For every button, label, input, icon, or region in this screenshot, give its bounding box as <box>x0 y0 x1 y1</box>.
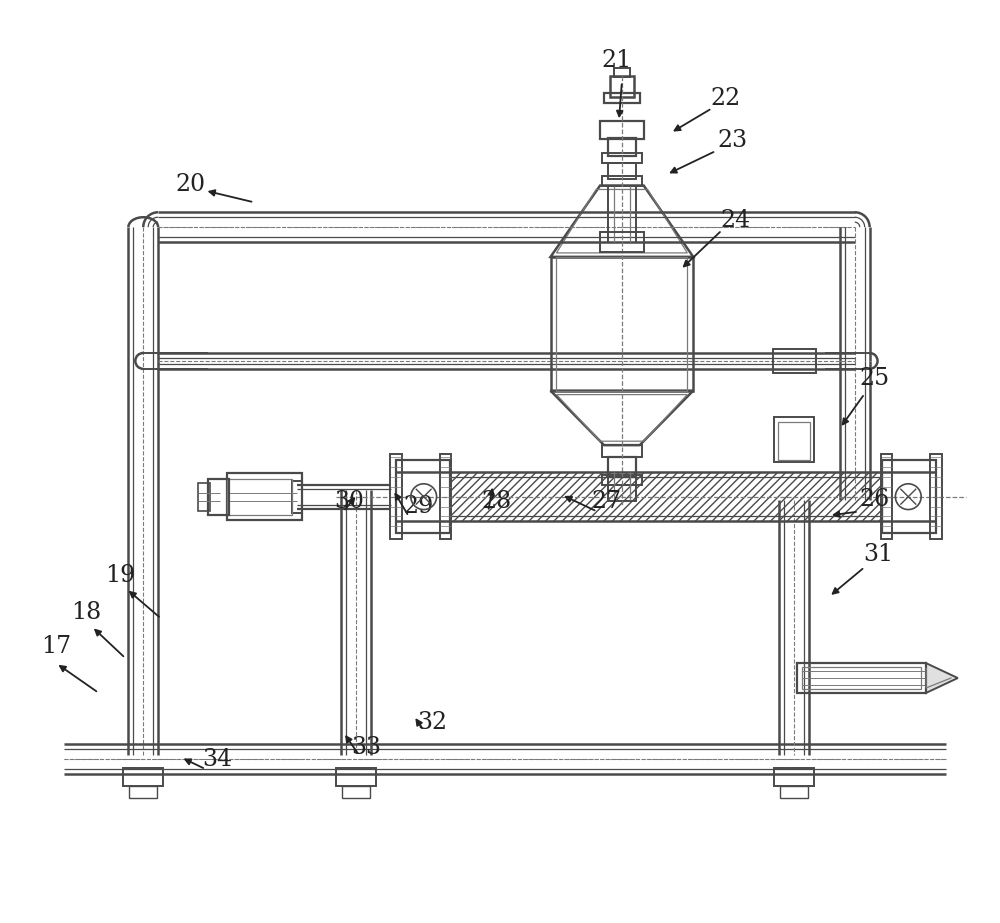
Bar <box>600 232 644 252</box>
Bar <box>608 162 636 178</box>
Bar <box>881 454 892 539</box>
Text: 20: 20 <box>176 173 206 196</box>
Bar <box>227 473 302 521</box>
Bar <box>396 460 450 533</box>
Bar <box>608 138 636 156</box>
Text: 28: 28 <box>482 490 512 513</box>
Bar <box>773 349 816 373</box>
Text: 21: 21 <box>602 49 632 72</box>
Bar <box>614 67 630 78</box>
Bar <box>556 257 687 390</box>
Bar <box>797 663 926 693</box>
Bar <box>129 786 157 798</box>
Bar <box>336 768 376 786</box>
Bar <box>198 483 210 510</box>
Text: 18: 18 <box>71 601 101 624</box>
Bar <box>774 768 814 786</box>
Bar <box>450 472 882 521</box>
Bar <box>778 423 810 460</box>
Bar <box>600 121 644 139</box>
Bar <box>608 457 636 477</box>
Bar <box>602 153 642 162</box>
Bar <box>227 479 292 514</box>
Bar <box>882 460 936 533</box>
Polygon shape <box>926 663 958 693</box>
Text: 34: 34 <box>203 748 233 771</box>
Text: 29: 29 <box>404 495 434 518</box>
Bar <box>123 768 163 786</box>
Bar <box>610 76 634 97</box>
Text: 25: 25 <box>860 367 890 390</box>
Text: 26: 26 <box>859 488 890 511</box>
Bar <box>930 454 942 539</box>
Bar <box>602 445 642 457</box>
Bar <box>342 786 370 798</box>
Text: 33: 33 <box>351 736 381 759</box>
Bar <box>774 417 814 462</box>
Bar <box>602 474 642 485</box>
Text: 22: 22 <box>711 87 741 110</box>
Text: 17: 17 <box>41 635 71 658</box>
Text: 31: 31 <box>863 543 894 566</box>
Text: 24: 24 <box>721 209 751 232</box>
Bar <box>802 667 921 689</box>
Bar <box>292 481 302 512</box>
Bar <box>390 454 402 539</box>
Bar <box>780 786 808 798</box>
Bar <box>440 454 451 539</box>
Bar <box>608 485 636 500</box>
Bar <box>208 479 229 514</box>
Bar <box>604 93 640 103</box>
Bar <box>551 257 693 390</box>
Text: 23: 23 <box>718 129 748 152</box>
Text: 32: 32 <box>418 711 448 734</box>
Text: 19: 19 <box>105 565 136 587</box>
Bar <box>602 175 642 186</box>
Text: 30: 30 <box>334 490 364 513</box>
Text: 27: 27 <box>591 490 621 513</box>
